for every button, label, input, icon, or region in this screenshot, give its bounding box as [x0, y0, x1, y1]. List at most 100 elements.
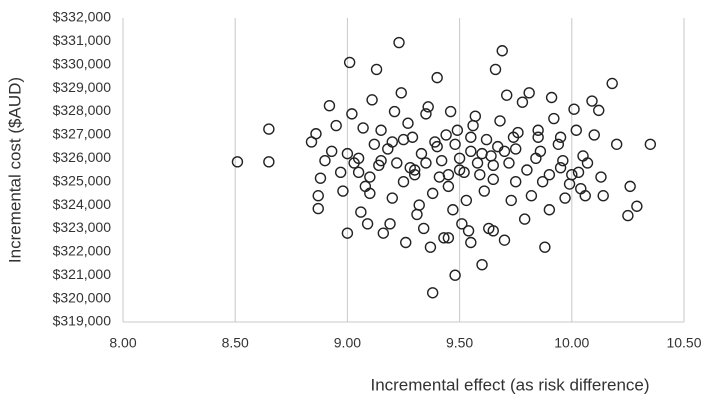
point: [386, 136, 398, 148]
point: [539, 241, 551, 253]
point: [366, 94, 378, 106]
point: [440, 129, 452, 141]
point: [566, 168, 578, 181]
point: [498, 145, 511, 157]
point: [375, 154, 387, 167]
point: [568, 103, 580, 115]
point: [557, 154, 569, 167]
point: [359, 180, 372, 193]
point: [384, 218, 396, 230]
y-axis-title: Incremental cost ($AUD): [5, 77, 24, 263]
point: [597, 190, 609, 202]
point: [364, 187, 376, 200]
point: [400, 236, 412, 249]
point: [478, 185, 490, 197]
point: [382, 143, 394, 155]
point: [534, 145, 547, 157]
point: [393, 36, 405, 49]
point: [231, 156, 244, 168]
point: [480, 133, 493, 146]
y-tick-label: $331,000: [53, 32, 112, 48]
point: [474, 168, 486, 181]
point: [442, 180, 455, 193]
point: [498, 234, 511, 246]
x-tick-label: 8.50: [222, 335, 249, 351]
y-tick-label: $321,000: [53, 266, 112, 282]
point: [312, 190, 324, 202]
point: [516, 96, 529, 108]
point: [586, 95, 598, 107]
point: [465, 131, 477, 143]
point: [352, 166, 365, 179]
y-tick-label: $328,000: [53, 102, 112, 118]
point: [543, 204, 556, 216]
y-tick-label: $325,000: [53, 172, 112, 188]
point: [370, 63, 383, 76]
point: [456, 218, 468, 230]
y-tick-label: $326,000: [53, 149, 112, 165]
point: [487, 159, 499, 172]
point: [341, 227, 354, 239]
point: [521, 164, 533, 176]
point: [471, 157, 484, 169]
point: [489, 63, 502, 76]
point: [453, 164, 466, 176]
point: [503, 157, 515, 169]
point: [512, 126, 524, 139]
point: [263, 156, 275, 168]
point: [368, 138, 381, 150]
point: [572, 166, 585, 179]
point: [559, 192, 571, 204]
point: [406, 131, 419, 143]
point: [312, 202, 324, 215]
point: [532, 131, 544, 143]
y-tick-label: $329,000: [53, 79, 112, 95]
point: [570, 124, 582, 136]
x-tick-label: 9.50: [446, 335, 473, 351]
point: [577, 150, 589, 162]
point: [357, 122, 369, 134]
point: [442, 232, 455, 244]
point: [610, 138, 623, 150]
point: [465, 236, 477, 249]
point: [624, 180, 636, 193]
y-tick-label: $332,000: [53, 9, 112, 25]
point: [494, 115, 506, 127]
point: [552, 138, 565, 150]
y-tick-label: $330,000: [53, 55, 112, 71]
point: [451, 124, 464, 136]
x-tick-label: 8.00: [109, 335, 136, 351]
point: [518, 213, 531, 225]
point: [337, 185, 349, 197]
y-tick-label: $323,000: [53, 219, 112, 235]
point: [334, 166, 347, 179]
y-tick-label: $319,000: [53, 313, 112, 329]
point: [435, 154, 448, 167]
point: [402, 117, 414, 129]
x-tick-label: 10.00: [554, 335, 589, 351]
point: [510, 143, 522, 155]
y-tick-label: $327,000: [53, 126, 112, 142]
point: [543, 168, 556, 181]
point: [581, 157, 594, 169]
point: [593, 104, 605, 117]
point: [319, 154, 331, 167]
point: [622, 209, 634, 222]
point: [361, 218, 374, 230]
point: [341, 147, 354, 160]
point: [397, 175, 410, 188]
point: [462, 225, 475, 237]
point: [487, 225, 499, 237]
point: [525, 190, 538, 202]
point: [346, 108, 358, 120]
point: [536, 175, 549, 188]
point: [426, 287, 439, 299]
point: [426, 187, 439, 200]
point: [545, 91, 558, 104]
point: [460, 194, 473, 207]
point: [424, 241, 437, 253]
point: [417, 222, 430, 235]
y-tick-label: $324,000: [53, 196, 112, 212]
point: [467, 119, 479, 132]
point: [348, 157, 360, 169]
